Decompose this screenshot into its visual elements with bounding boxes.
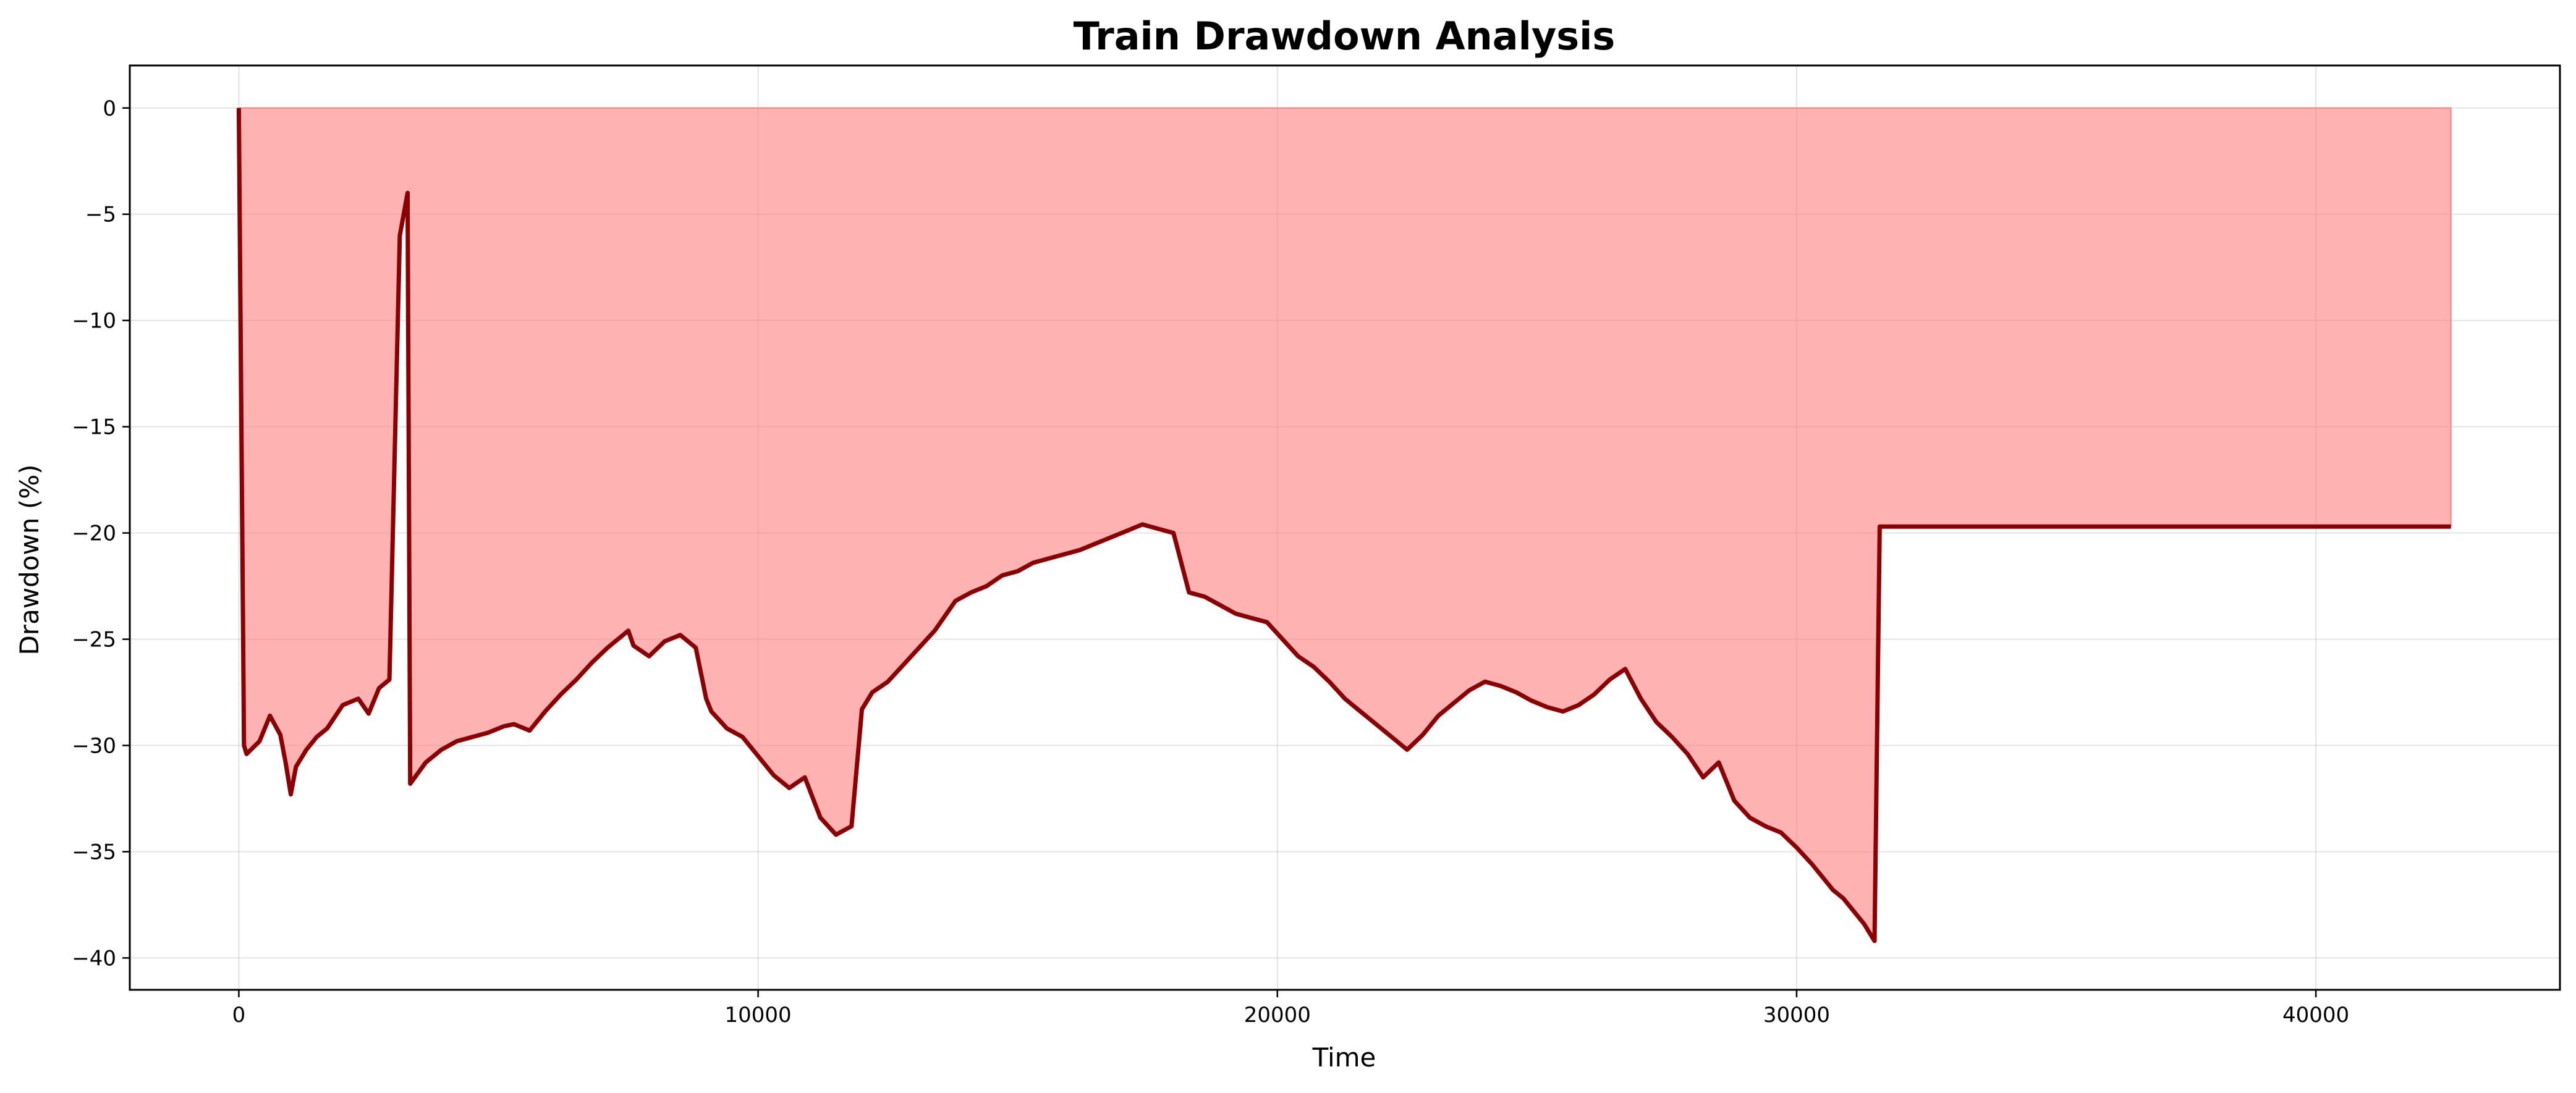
chart-title: Train Drawdown Analysis [1074,14,1616,59]
y-tick-label: −40 [72,946,116,971]
y-tick-label: −30 [72,734,116,759]
y-tick-label: −5 [85,203,116,227]
y-axis-ticks: 0 −5 −10 −15 −20 −25 −30 −35 −40 [72,96,130,971]
drawdown-line [236,108,2451,943]
x-tick-label: 40000 [2282,1003,2349,1028]
y-tick-label: 0 [103,96,116,121]
y-tick-label: −10 [72,309,116,334]
x-tick-label: 0 [232,1003,246,1028]
x-axis-label: Time [1312,1042,1376,1073]
y-axis-label: Drawdown (%) [14,464,44,655]
y-tick-label: −25 [72,628,116,652]
axes-frame [129,64,2561,991]
x-tick-label: 30000 [1763,1003,1830,1028]
x-tick-label: 20000 [1244,1003,1311,1028]
y-tick-label: −20 [72,521,116,546]
y-tick-label: −15 [72,415,116,440]
x-axis-ticks: 0 10000 20000 30000 40000 [232,990,2349,1028]
y-tick-label: −35 [72,840,116,864]
plot-area [236,107,2452,943]
x-tick-label: 10000 [725,1003,792,1028]
